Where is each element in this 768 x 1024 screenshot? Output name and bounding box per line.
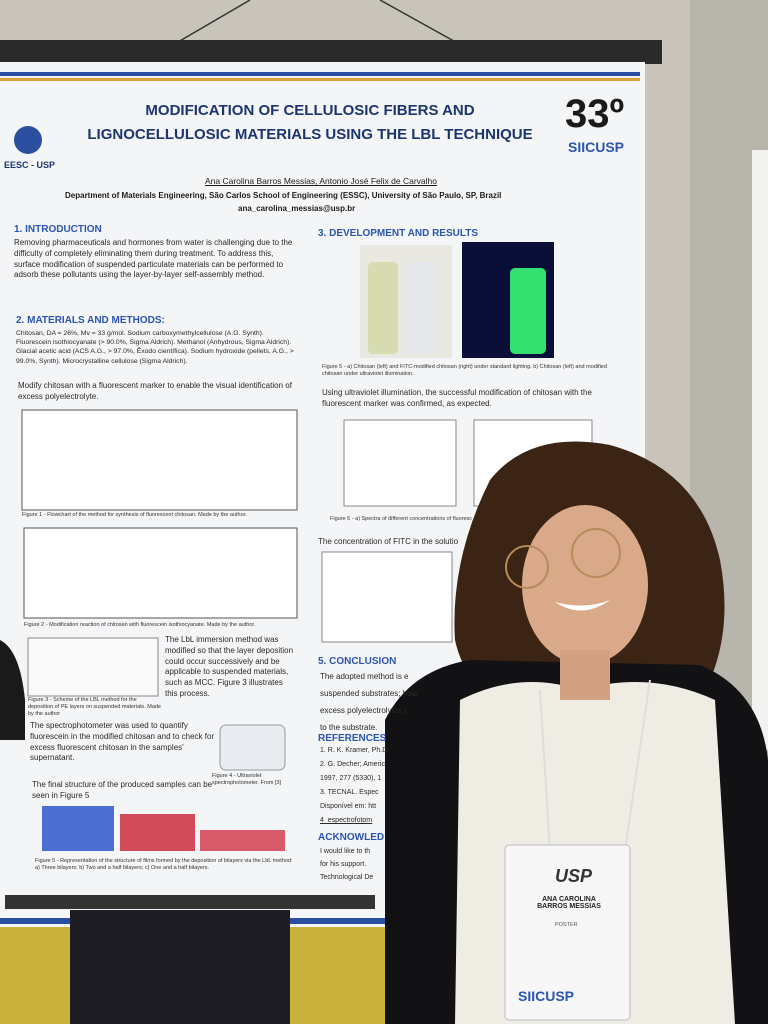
email: ana_carolina_messias@usp.br xyxy=(238,204,356,213)
paragraph: The spectrophotometer was used to quanti… xyxy=(30,721,215,763)
figure-spectra xyxy=(343,419,457,507)
badge xyxy=(504,844,631,1021)
text-line: I would like to th xyxy=(320,848,371,855)
event-logo: SIICUSP xyxy=(568,139,625,155)
face xyxy=(522,505,648,665)
poster-stripe xyxy=(0,72,640,76)
poster-rail xyxy=(0,40,662,64)
authors: Ana Carolina Barros Messias, Antonio Jos… xyxy=(205,176,437,186)
paragraph: Chitosan, DA = 26%, Mv = 33 g/mol. Sodiu… xyxy=(16,330,294,365)
section-heading: ACKNOWLED xyxy=(318,832,385,843)
text-line: 3. TECNAL. Espec xyxy=(320,789,379,796)
lanyard xyxy=(539,689,551,851)
vial xyxy=(405,262,437,354)
glasses xyxy=(505,545,549,589)
paragraph: Removing pharmaceuticals and hormones fr… xyxy=(14,238,293,280)
figure-spectrophotometer xyxy=(219,724,286,771)
text-line: 1. R. K. Kramer, Ph.D. xyxy=(320,747,390,754)
badge-name: ANA CAROLINA BARROS MESSIAS xyxy=(537,896,601,910)
figure-reaction xyxy=(23,527,298,619)
paragraph: Modify chitosan with a fluorescent marke… xyxy=(18,381,292,401)
badge-event: SIICUSP xyxy=(518,988,575,1004)
poster-stripe xyxy=(0,918,640,924)
text-line: suspended substrates; how xyxy=(320,689,418,698)
next-poster xyxy=(752,150,768,750)
neck xyxy=(560,650,610,700)
text-line: excess polyelectrolytes i xyxy=(320,706,407,715)
section-heading: REFERENCES xyxy=(318,733,387,744)
paragraph: The concentration of FITC in the solutio xyxy=(318,537,459,546)
figure-caption: Figure 2 - Modification reaction of chit… xyxy=(24,622,256,628)
affiliation: Department of Materials Engineering, São… xyxy=(65,191,502,200)
section-heading: 3. DEVELOPMENT AND RESULTS xyxy=(318,228,479,239)
figure-bilayers xyxy=(120,814,195,851)
text-line: for his support. xyxy=(320,861,367,868)
logo-icon xyxy=(14,126,42,154)
section-heading: 2. MATERIALS AND METHODS: xyxy=(16,315,165,326)
edition: 33º xyxy=(565,92,625,136)
figure-caption: Figure 4 - Ultraviolet spectrophotometer… xyxy=(212,773,282,787)
poster-title: MODIFICATION OF CELLULOSIC FIBERS AND xyxy=(145,102,475,119)
text-line: 1997, 277 (5330), 1 xyxy=(320,775,382,782)
vial xyxy=(368,262,398,354)
figure-caption: Figure 5 - Representation of the structu… xyxy=(35,858,293,872)
paragraph: The LbL immersion method was modified so… xyxy=(165,635,294,698)
section-heading: 1. INTRODUCTION xyxy=(14,224,102,235)
figure-concentration xyxy=(321,551,453,643)
figure-caption: Figure 3 - Scheme of the LBL method for … xyxy=(28,697,161,718)
bystander-legs xyxy=(70,910,290,1024)
figure-bilayers xyxy=(42,806,114,851)
figure-caption: Figure 6 - a) Spectra of different conce… xyxy=(330,516,473,522)
lanyard xyxy=(624,679,651,851)
text-line: Disponível em: htt xyxy=(320,803,377,810)
logo-left: EESC - USP xyxy=(4,160,56,170)
text-line: The adopted method is e xyxy=(320,672,409,681)
paragraph: Using ultraviolet illumination, the succ… xyxy=(322,388,592,408)
glasses xyxy=(571,528,621,578)
figure-lbl xyxy=(27,637,159,697)
text-line: 4_espectrofotom xyxy=(320,817,373,824)
section-heading: 5. CONCLUSION xyxy=(318,656,397,667)
paragraph: The final structure of the produced samp… xyxy=(32,780,213,800)
text-line: Technological De xyxy=(320,874,374,881)
figure-flowchart xyxy=(21,409,298,511)
figure-bilayers xyxy=(200,830,285,851)
vial-fluorescent xyxy=(510,268,546,354)
poster-title: LIGNOCELLULOSIC MATERIALS USING THE LBL … xyxy=(87,126,533,143)
badge-role: POSTER xyxy=(555,922,578,928)
bystander xyxy=(0,640,25,740)
smile xyxy=(555,600,610,611)
badge-logo: USP xyxy=(555,866,593,886)
figure-caption: Figure 5 - a) Chitosan (left) and FITC-m… xyxy=(322,364,607,378)
text-line: 2. G. Decher; Americ xyxy=(320,761,385,768)
poster-bottom-rail xyxy=(5,895,375,909)
text-line: to the substrate. xyxy=(320,723,378,732)
figure-caption: Figure 1 - Flowchart of the method for s… xyxy=(22,512,247,518)
poster-stripe xyxy=(0,78,640,81)
